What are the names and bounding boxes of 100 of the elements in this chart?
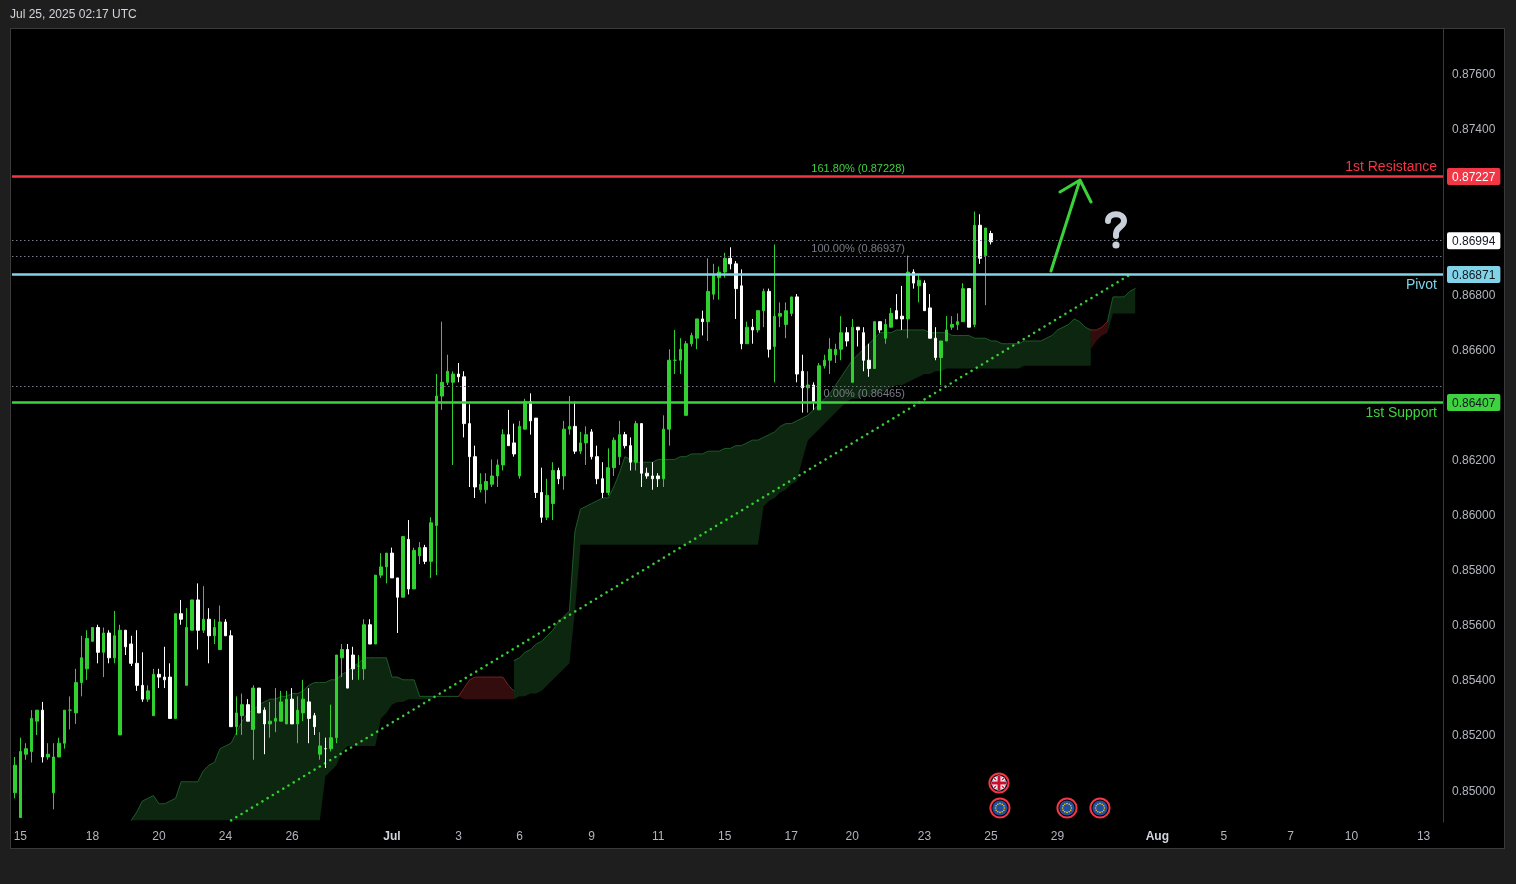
candlestick <box>778 301 782 328</box>
y-tick-label: 0.86000 <box>1452 508 1496 523</box>
y-tick-label: 0.86407 <box>1452 395 1496 410</box>
candlestick <box>512 423 516 458</box>
x-tick-label: 25 <box>984 829 998 843</box>
candlestick <box>673 329 677 375</box>
x-tick-label: 15 <box>718 829 732 843</box>
y-tick-label: 0.85800 <box>1452 563 1496 578</box>
candlestick <box>240 693 244 736</box>
candlestick <box>246 698 250 722</box>
annotation: 161.80% (0.87228) <box>811 162 905 175</box>
candlestick <box>185 607 188 686</box>
candlestick <box>152 668 155 717</box>
candlestick <box>973 210 976 328</box>
candlestick <box>751 318 754 345</box>
candlestick <box>141 651 144 703</box>
x-tick-label: 24 <box>218 829 233 843</box>
candlestick <box>934 326 937 361</box>
y-tick-label: 0.86800 <box>1452 287 1496 302</box>
candlestick <box>889 307 893 328</box>
candlestick <box>745 321 749 345</box>
x-tick-label: 23 <box>917 829 932 843</box>
y-tick-label: 0.87600 <box>1452 67 1496 82</box>
x-tick-label: 18 <box>85 829 100 843</box>
candlestick <box>429 516 433 579</box>
candlestick <box>762 288 765 328</box>
candlestick <box>462 370 466 438</box>
candlestick <box>19 737 22 819</box>
x-tick-label: 29 <box>1050 829 1065 843</box>
candlestick <box>290 687 294 725</box>
text: Jul 25, 2025 02:17 UTC <box>10 7 137 21</box>
candlestick <box>690 332 693 347</box>
candlestick <box>207 607 211 664</box>
candlestick <box>645 467 649 480</box>
candlestick <box>107 629 111 664</box>
x-tick-label: 20 <box>152 829 166 843</box>
candlestick <box>401 536 405 598</box>
candlestick <box>523 398 527 430</box>
candlestick <box>351 646 355 681</box>
candlestick <box>57 737 61 758</box>
candlestick <box>612 436 616 477</box>
candlestick <box>113 610 116 664</box>
candlestick <box>551 461 555 521</box>
candlestick <box>834 343 837 364</box>
candlestick <box>740 268 743 350</box>
candlestick <box>878 321 882 334</box>
candlestick <box>263 706 266 755</box>
candlestick <box>279 690 283 722</box>
candlestick <box>412 547 416 590</box>
candlestick <box>584 425 588 466</box>
candlestick <box>301 679 305 722</box>
candlestick <box>224 618 227 637</box>
candlestick <box>407 519 410 595</box>
candlestick <box>756 310 760 334</box>
candlestick <box>923 279 926 312</box>
candlestick <box>618 420 621 466</box>
candlestick <box>545 478 549 521</box>
candlestick <box>440 321 444 411</box>
y-tick-label: 0.86200 <box>1452 452 1496 467</box>
y-tick-label: 0.85600 <box>1452 618 1496 633</box>
candlestick <box>767 288 771 358</box>
candlestick <box>845 326 849 347</box>
x-tick-label: 15 <box>13 829 28 843</box>
candlestick <box>518 420 521 480</box>
candlestick <box>967 288 971 328</box>
candlestick <box>651 461 654 491</box>
candlestick <box>118 624 122 736</box>
candlestick <box>712 263 715 301</box>
candlestick <box>989 230 993 246</box>
candlestick <box>862 326 865 372</box>
candlestick <box>484 472 488 505</box>
x-tick-label: 17 <box>784 829 799 843</box>
candlestick <box>507 409 510 447</box>
candlestick <box>961 282 965 323</box>
candlestick <box>529 392 532 436</box>
candlestick <box>856 326 860 347</box>
candlestick <box>52 742 55 810</box>
candlestick <box>357 654 360 681</box>
candlestick <box>213 618 216 645</box>
candlestick <box>24 742 28 761</box>
candlestick <box>13 756 17 799</box>
candlestick <box>473 445 477 499</box>
candlestick <box>235 695 238 736</box>
candlestick <box>418 541 421 565</box>
candlestick <box>174 613 177 719</box>
candlestick <box>457 362 460 383</box>
candlestick <box>346 643 349 689</box>
candlestick <box>379 552 383 579</box>
x-tick-label: 13 <box>1416 829 1431 843</box>
candlestick <box>806 370 810 414</box>
candlestick <box>451 370 455 466</box>
y-tick-label: 0.85200 <box>1452 728 1496 743</box>
candlestick <box>939 340 943 386</box>
candlestick <box>202 585 205 634</box>
candlestick <box>374 574 377 645</box>
candlestick <box>734 260 738 320</box>
candlestick <box>906 255 910 339</box>
candlestick <box>873 321 876 370</box>
candlestick <box>706 257 710 342</box>
candlestick <box>423 544 427 565</box>
